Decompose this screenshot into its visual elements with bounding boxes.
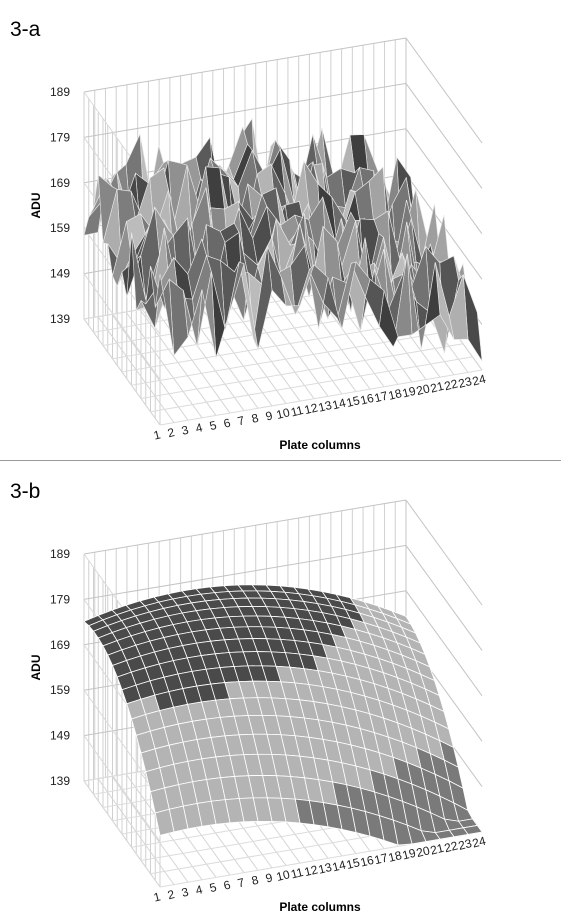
x-tick-label: 4 [194,420,204,435]
grid-line [131,330,454,386]
x-tick-label: 24 [471,372,488,389]
x-tick-label: 3 [180,423,190,438]
panel-label: 3-a [10,18,41,41]
x-tick-label: 11 [289,865,305,882]
x-tick-label: 10 [275,867,292,884]
x-tick-label: 3 [180,885,190,900]
grid-line [83,227,161,335]
y-tick-label: 159 [50,683,70,697]
grid-line [83,544,407,600]
x-axis-title: Plate columns [279,438,361,452]
divider [0,460,561,461]
grid-line [83,735,161,842]
y-tick-label: 189 [50,547,70,561]
x-tick-label: 23 [457,836,474,853]
x-axis-title: Plate columns [279,900,361,914]
x-tick-label: 18 [387,848,404,865]
x-tick-label: 15 [345,855,362,872]
grid-line [405,83,483,189]
x-tick-label: 5 [208,880,218,895]
y-tick-label: 159 [50,221,70,235]
x-tick-label: 11 [289,403,305,420]
x-tick-label: 17 [373,850,390,867]
surface-mesh [83,117,483,362]
surface-facet [154,273,175,356]
surface-mesh [83,584,483,846]
grid-line [405,590,483,697]
x-tick-label: 9 [264,408,274,423]
x-tick-label: 17 [373,388,390,405]
x-tick-label: 2 [166,887,176,902]
x-tick-label: 15 [345,393,362,410]
grid-line [83,499,407,555]
x-tick-label: 22 [443,838,460,855]
y-axis-title: ADU [29,655,43,681]
y-axis-title: ADU [29,193,43,219]
chart-panel-b: 3-b 139 149 159 169 179 189 ADU 1 2 3 4 5 6 7 8 9 10 11 12… [0,462,561,924]
x-tick-label: 19 [401,384,418,401]
grid-line [405,37,483,144]
x-tick-label: 14 [331,396,348,413]
grid-line [140,343,464,399]
x-tick-label: 22 [443,376,460,393]
y-tick-label: 139 [50,312,70,326]
y-tick-label: 139 [50,774,70,788]
x-tick-label: 5 [208,418,218,433]
x-tick-label: 20 [415,843,432,860]
grid-line [159,369,483,426]
chart-panel-a: 3-a 139 149 159 169 179 189 ADU 1 2 3 4 5 6 7 8 9 10 11 12… [0,0,561,460]
x-tick-label: 8 [250,873,260,888]
grid-line [405,128,483,235]
y-tick-label: 179 [50,592,70,606]
grid-line [83,82,407,138]
grid-line [83,37,407,93]
x-tick-label: 7 [236,875,246,890]
grid-line [405,545,483,651]
grid-line [150,356,473,413]
x-tick-label: 13 [317,398,334,415]
x-tick-label: 8 [250,411,260,426]
x-tick-label: 1 [152,427,162,442]
panel-label: 3-b [10,480,41,503]
x-tick-label: 12 [303,862,320,879]
grid-line [83,273,161,380]
x-tick-label: 16 [359,853,376,870]
x-tick-label: 13 [317,860,334,877]
x-tick-label: 19 [401,846,418,863]
x-tick-label: 18 [387,386,404,403]
x-tick-label: 24 [471,834,488,851]
x-tick-label: 21 [429,379,446,396]
x-tick-label: 6 [222,415,232,430]
x-tick-label: 21 [429,841,446,858]
x-tick-label: 4 [194,882,204,897]
y-tick-label: 189 [50,85,70,99]
x-tick-label: 16 [359,391,376,408]
x-tick-label: 2 [166,425,176,440]
x-tick-label: 9 [264,870,274,885]
x-tick-label: 23 [457,374,474,391]
surface-facet [154,808,175,836]
y-tick-label: 149 [50,267,70,281]
x-tick-label: 10 [275,405,292,422]
y-tick-label: 169 [50,638,70,652]
y-tick-label: 149 [50,729,70,743]
x-tick-label: 1 [152,889,162,904]
x-tick-label: 14 [331,858,348,875]
y-tick-label: 169 [50,176,70,190]
grid-line [405,499,483,606]
x-tick-label: 20 [415,381,432,398]
x-tick-label: 7 [236,413,246,428]
x-tick-label: 12 [303,400,320,417]
y-tick-label: 179 [50,130,70,144]
x-tick-label: 6 [222,877,232,892]
